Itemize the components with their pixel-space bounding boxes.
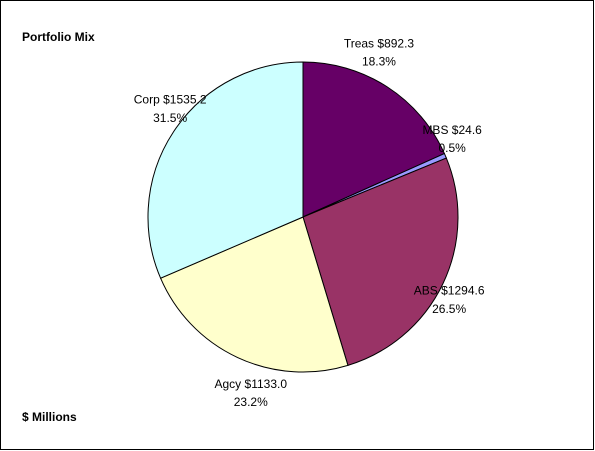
category-label: MBS [422, 123, 448, 137]
category-label: ABS [414, 284, 438, 298]
category-label: Treas [344, 36, 374, 50]
data-label: Corp $1535.2 [134, 93, 207, 107]
percent-label: 18.3% [362, 54, 396, 68]
data-label: Agcy $1133.0 [214, 377, 287, 391]
pie-slice [159, 216, 349, 373]
annotation: $ Millions [22, 410, 77, 424]
data-label: ABS $1294.6 [414, 284, 485, 298]
data-label: MBS $24.6 [422, 123, 482, 137]
value-label: $1133.0 [245, 377, 288, 391]
value-label: $892.3 [377, 36, 414, 50]
pie-slice [147, 61, 304, 279]
percent-label: 26.5% [432, 302, 466, 316]
value-label: $24.6 [452, 123, 482, 137]
pie-slice [302, 61, 446, 218]
chart-title: Portfolio Mix [22, 30, 95, 44]
value-label: $1294.6 [441, 284, 485, 298]
category-label: Agcy [214, 377, 241, 391]
data-label: Treas $892.3 [344, 36, 415, 50]
pie-slice [302, 157, 459, 366]
category-label: Corp [134, 93, 160, 107]
percent-label: 31.5% [153, 111, 187, 125]
value-label: $1535.2 [163, 93, 207, 107]
percent-label: 0.5% [438, 141, 466, 155]
percent-label: 23.2% [234, 395, 268, 409]
